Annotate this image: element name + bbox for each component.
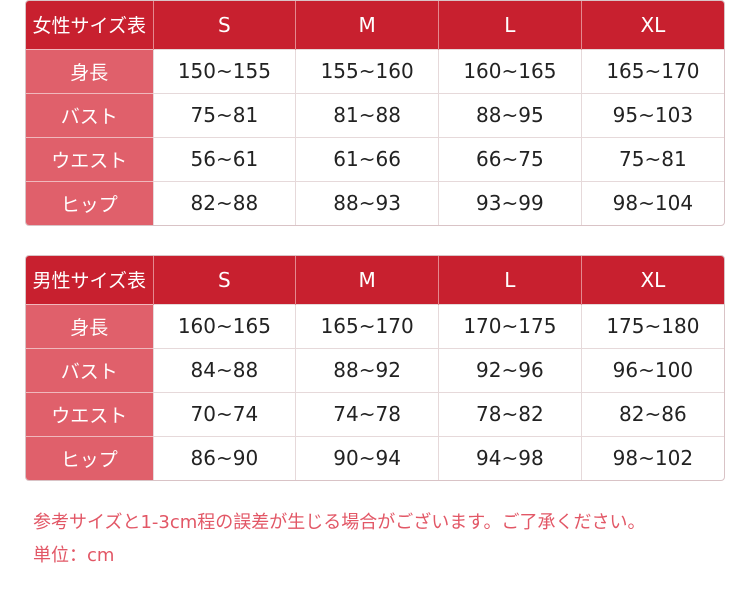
size-cell: 160~165 bbox=[438, 48, 582, 93]
row-label: ウエスト bbox=[26, 391, 154, 436]
header-row: 女性サイズ表 S M L XL bbox=[26, 1, 724, 49]
col-header: S bbox=[153, 1, 297, 49]
size-cell: 66~75 bbox=[438, 136, 582, 181]
size-cell: 90~94 bbox=[295, 435, 439, 480]
size-cell: 165~170 bbox=[581, 48, 724, 93]
size-cell: 98~102 bbox=[581, 435, 724, 480]
size-cell: 75~81 bbox=[153, 92, 297, 137]
table-title: 女性サイズ表 bbox=[26, 1, 154, 49]
table-row: ウエスト 56~61 61~66 66~75 75~81 bbox=[26, 136, 724, 181]
size-cell: 88~93 bbox=[295, 180, 439, 225]
size-cell: 56~61 bbox=[153, 136, 297, 181]
col-header: S bbox=[153, 256, 297, 304]
size-cell: 75~81 bbox=[581, 136, 724, 181]
size-cell: 92~96 bbox=[438, 347, 582, 392]
row-label: ヒップ bbox=[26, 180, 154, 225]
table-row: バスト 84~88 88~92 92~96 96~100 bbox=[26, 347, 724, 392]
size-cell: 98~104 bbox=[581, 180, 724, 225]
size-cell: 175~180 bbox=[581, 303, 724, 348]
row-label: バスト bbox=[26, 347, 154, 392]
women-size-table: 女性サイズ表 S M L XL 身長 150~155 155~160 160~165 165~1… bbox=[25, 0, 725, 226]
table-row: バスト 75~81 81~88 88~95 95~103 bbox=[26, 92, 724, 137]
disclaimer-note: 参考サイズと1-3cm程の誤差が生じる場合がございます。ご了承ください。 bbox=[33, 512, 646, 533]
men-size-table: 男性サイズ表 S M L XL 身長 160~165 165~170 170~175 175~1… bbox=[25, 255, 725, 481]
size-cell: 88~95 bbox=[438, 92, 582, 137]
size-cell: 86~90 bbox=[153, 435, 297, 480]
table-row: ヒップ 82~88 88~93 93~99 98~104 bbox=[26, 180, 724, 225]
size-cell: 82~86 bbox=[581, 391, 724, 436]
size-cell: 95~103 bbox=[581, 92, 724, 137]
col-header: XL bbox=[581, 256, 724, 304]
size-cell: 88~92 bbox=[295, 347, 439, 392]
header-row: 男性サイズ表 S M L XL bbox=[26, 256, 724, 304]
table-row: 身長 160~165 165~170 170~175 175~180 bbox=[26, 303, 724, 348]
size-cell: 94~98 bbox=[438, 435, 582, 480]
size-cell: 61~66 bbox=[295, 136, 439, 181]
row-label: 身長 bbox=[26, 48, 154, 93]
size-cell: 155~160 bbox=[295, 48, 439, 93]
row-label: バスト bbox=[26, 92, 154, 137]
size-cell: 93~99 bbox=[438, 180, 582, 225]
size-cell: 82~88 bbox=[153, 180, 297, 225]
table-title: 男性サイズ表 bbox=[26, 256, 154, 304]
col-header: XL bbox=[581, 1, 724, 49]
size-cell: 150~155 bbox=[153, 48, 297, 93]
size-cell: 70~74 bbox=[153, 391, 297, 436]
table-row: ヒップ 86~90 90~94 94~98 98~102 bbox=[26, 435, 724, 480]
row-label: 身長 bbox=[26, 303, 154, 348]
unit-note: 単位：cm bbox=[33, 545, 115, 566]
size-cell: 74~78 bbox=[295, 391, 439, 436]
size-cell: 165~170 bbox=[295, 303, 439, 348]
row-label: ウエスト bbox=[26, 136, 154, 181]
size-cell: 96~100 bbox=[581, 347, 724, 392]
size-cell: 160~165 bbox=[153, 303, 297, 348]
size-cell: 78~82 bbox=[438, 391, 582, 436]
col-header: L bbox=[438, 256, 582, 304]
row-label: ヒップ bbox=[26, 435, 154, 480]
size-cell: 84~88 bbox=[153, 347, 297, 392]
table-row: 身長 150~155 155~160 160~165 165~170 bbox=[26, 48, 724, 93]
size-cell: 170~175 bbox=[438, 303, 582, 348]
size-cell: 81~88 bbox=[295, 92, 439, 137]
col-header: L bbox=[438, 1, 582, 49]
col-header: M bbox=[295, 256, 439, 304]
table-row: ウエスト 70~74 74~78 78~82 82~86 bbox=[26, 391, 724, 436]
col-header: M bbox=[295, 1, 439, 49]
